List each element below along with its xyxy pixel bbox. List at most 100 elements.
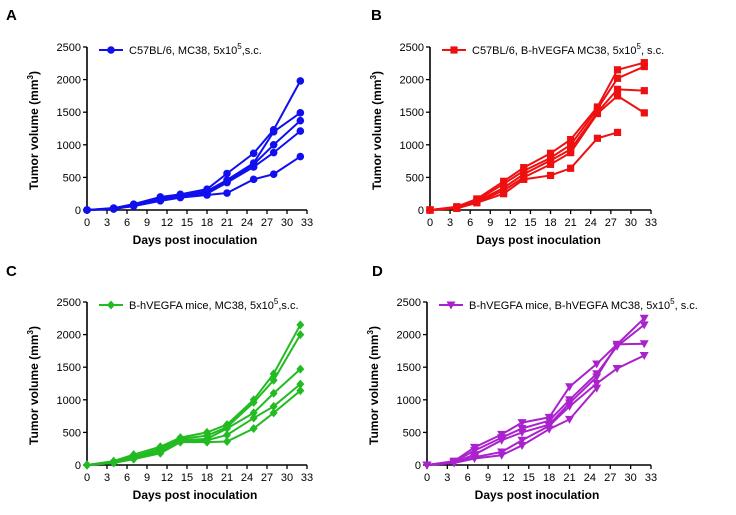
legend-label-end: ,s.c. — [278, 300, 298, 312]
data-point — [473, 199, 481, 207]
y-tick-label: 0 — [75, 205, 81, 217]
x-tick-label: 3 — [104, 217, 110, 229]
y-axis-title-end: ) — [367, 326, 381, 330]
data-point — [592, 373, 602, 382]
data-point — [176, 437, 185, 447]
y-tick-label: 500 — [406, 172, 424, 184]
data-point — [565, 415, 575, 424]
y-tick-label: 2000 — [57, 75, 81, 87]
data-point — [83, 206, 91, 214]
data-point — [223, 423, 231, 433]
x-tick-label: 21 — [221, 472, 233, 484]
series-line-4 — [86, 130, 301, 211]
x-tick-label: 30 — [281, 472, 293, 484]
data-point — [296, 116, 305, 125]
legend-marker — [446, 301, 456, 310]
data-point — [546, 160, 555, 168]
data-point — [640, 62, 648, 71]
x-tick-label: 27 — [604, 472, 616, 484]
y-axis-title-text: Tumor volume (mm — [370, 79, 384, 189]
panel-letter: B — [371, 7, 382, 24]
x-tick-label: 18 — [543, 472, 555, 484]
x-tick-label: 0 — [84, 472, 90, 484]
y-tick-label: 2500 — [400, 42, 424, 54]
data-point — [546, 149, 555, 157]
y-tick-label: 0 — [418, 205, 424, 217]
data-point — [249, 163, 258, 171]
y-axis-title-text: Tumor volume (mm — [367, 334, 381, 444]
x-tick-label: 30 — [625, 217, 637, 229]
y-axis-title: Tumor volume (mm3) — [26, 71, 41, 190]
data-point — [223, 430, 231, 440]
data-point — [296, 320, 305, 330]
y-axis-title-sup: 3 — [26, 329, 35, 334]
data-point — [83, 460, 91, 470]
x-axis-title: Days post inoculation — [476, 233, 601, 247]
x-tick-label: 9 — [485, 472, 491, 484]
x-tick-label: 6 — [465, 472, 471, 484]
x-tick-label: 6 — [467, 217, 473, 229]
x-tick-label: 12 — [504, 217, 516, 229]
y-axis-title: Tumor volume (mm3) — [26, 326, 41, 445]
y-tick-label: 1000 — [57, 140, 81, 152]
panel-letter: C — [6, 263, 17, 280]
data-point — [426, 206, 434, 214]
data-point — [249, 149, 258, 158]
x-tick-label: 9 — [487, 217, 493, 229]
y-tick-label: 1500 — [57, 107, 81, 119]
data-point — [520, 175, 528, 183]
data-point — [296, 127, 305, 135]
data-point — [223, 169, 231, 178]
y-tick-label: 500 — [63, 172, 81, 184]
x-tick-label: 15 — [181, 217, 193, 229]
legend-label-text: C57BL/6, B-hVEGFA MC38, 5x10 — [472, 45, 636, 57]
data-point — [249, 413, 258, 423]
x-tick-label: 24 — [241, 472, 253, 484]
x-tick-label: 15 — [523, 472, 535, 484]
y-tick-label: 500 — [403, 427, 421, 439]
series-line-4 — [86, 383, 301, 466]
series-line-5 — [426, 387, 598, 466]
data-point — [203, 437, 211, 447]
data-point — [565, 383, 575, 392]
data-point — [156, 197, 165, 205]
x-tick-label: 3 — [444, 472, 450, 484]
legend-label-end: , s.c. — [675, 300, 698, 312]
y-axis-title: Tumor volume (mm3) — [366, 326, 381, 445]
x-tick-label: 30 — [281, 217, 293, 229]
series-line-4 — [429, 94, 645, 211]
x-tick-label: 6 — [124, 472, 130, 484]
data-point — [129, 202, 138, 210]
data-point — [640, 59, 648, 67]
chart-panel-d: D 0 3 6 9 12 15 18 21 24 27 30 33 0 500 1000 1500 2000 250… — [366, 263, 698, 502]
series-line-1 — [426, 317, 645, 466]
x-tick-label: 21 — [565, 217, 577, 229]
series-line-4 — [426, 354, 645, 466]
legend-marker — [107, 300, 115, 310]
data-point — [592, 380, 602, 388]
y-tick-label: 1000 — [400, 140, 424, 152]
data-point — [269, 375, 278, 385]
data-point — [109, 205, 118, 213]
data-point — [109, 458, 118, 468]
x-axis-title: Days post inoculation — [133, 488, 258, 502]
data-point — [176, 193, 185, 202]
data-point — [612, 365, 622, 374]
data-point — [269, 170, 278, 178]
chart-panel-b: B 0 3 6 9 12 15 18 21 24 27 30 33 0 500 1000 1500 2000 250… — [369, 7, 664, 247]
legend-label: C57BL/6, B-hVEGFA MC38, 5x105, s.c. — [472, 42, 664, 57]
data-point — [249, 397, 258, 407]
x-tick-label: 27 — [605, 217, 617, 229]
data-point — [269, 408, 278, 418]
data-point — [296, 379, 305, 389]
data-point — [517, 428, 527, 437]
data-point — [223, 437, 231, 447]
x-tick-label: 12 — [161, 472, 173, 484]
chart-panel-a: A 0 3 6 9 12 15 18 21 24 27 30 33 0 500 1000 1500 2000 250… — [6, 7, 313, 247]
data-point — [593, 134, 602, 142]
series-line-5 — [86, 155, 301, 211]
data-point — [640, 87, 648, 95]
chart-panel-c: C 0 3 6 9 12 15 18 21 24 27 30 33 0 500 1000 1500 2000 250… — [6, 263, 313, 502]
data-point — [613, 92, 622, 100]
